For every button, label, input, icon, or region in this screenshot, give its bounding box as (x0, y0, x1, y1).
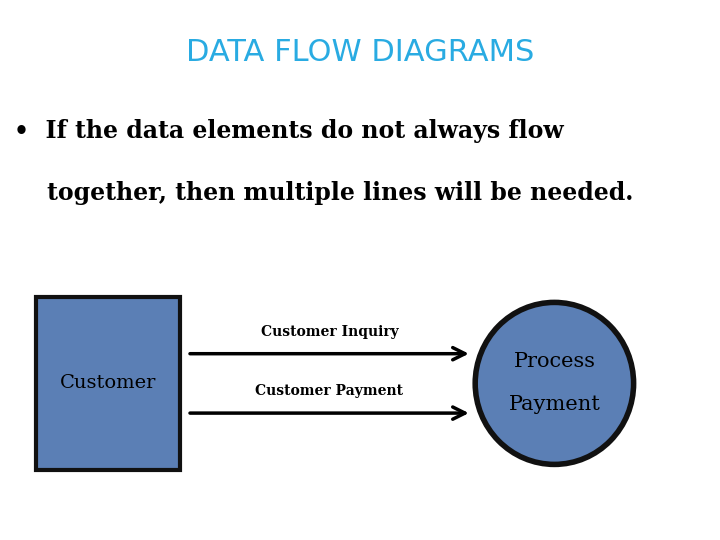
FancyBboxPatch shape (36, 297, 180, 470)
Text: •  If the data elements do not always flow: • If the data elements do not always flo… (14, 119, 564, 143)
Text: Customer Payment: Customer Payment (256, 384, 403, 398)
Ellipse shape (475, 302, 634, 464)
Text: DATA FLOW DIAGRAMS: DATA FLOW DIAGRAMS (186, 38, 534, 67)
Text: Payment: Payment (508, 395, 600, 415)
Text: together, then multiple lines will be needed.: together, then multiple lines will be ne… (14, 181, 634, 205)
Text: Customer Inquiry: Customer Inquiry (261, 325, 398, 339)
Text: Customer: Customer (60, 374, 156, 393)
Text: Process: Process (513, 352, 595, 372)
